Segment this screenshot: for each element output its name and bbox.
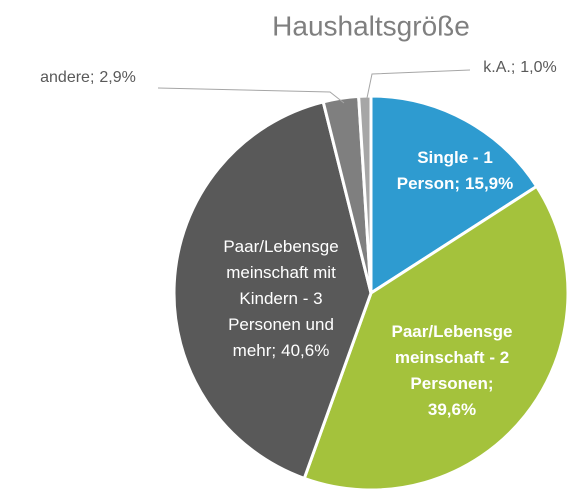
category-label: Paar/Lebensge xyxy=(223,237,338,256)
data-label: k.A.; 1,0% xyxy=(483,59,556,76)
value-label: 15,9% xyxy=(465,174,513,193)
category-label: Paar/Lebensge xyxy=(392,322,513,341)
value-label: 1,0% xyxy=(520,59,556,76)
value-label: 40,6% xyxy=(281,341,329,360)
category-label: Single - 1 xyxy=(417,148,493,167)
category-label: meinschaft - 2 xyxy=(395,348,509,367)
pie-slice xyxy=(172,100,373,481)
data-label: andere; 2,9% xyxy=(40,69,136,86)
leader-line xyxy=(157,87,345,104)
leader-line xyxy=(366,69,471,99)
category-label: Kindern - 3 xyxy=(239,289,322,308)
category-label: Personen; xyxy=(410,374,493,393)
category-label: Person; xyxy=(397,174,460,193)
category-label: k.A.; xyxy=(483,59,515,76)
data-label: Paar/Lebensge meinschaft - 2 Personen; 39,6… xyxy=(392,322,513,419)
chart-title: Haushaltsgröße xyxy=(272,10,470,41)
data-label: Single - 1 Person; 15,9% xyxy=(397,148,514,193)
pie-slice xyxy=(357,94,373,294)
category-label: Personen und xyxy=(228,315,334,334)
category-label: andere; xyxy=(40,69,94,86)
pie-slice xyxy=(302,184,570,492)
pie-slice xyxy=(369,94,539,296)
category-label: mehr; xyxy=(233,341,276,360)
category-label: meinschaft mit xyxy=(226,263,336,282)
value-label: 2,9% xyxy=(99,69,135,86)
data-label: Paar/Lebensge meinschaft mit Kindern - 3 Pe… xyxy=(223,237,338,360)
value-label: 39,6% xyxy=(428,400,476,419)
